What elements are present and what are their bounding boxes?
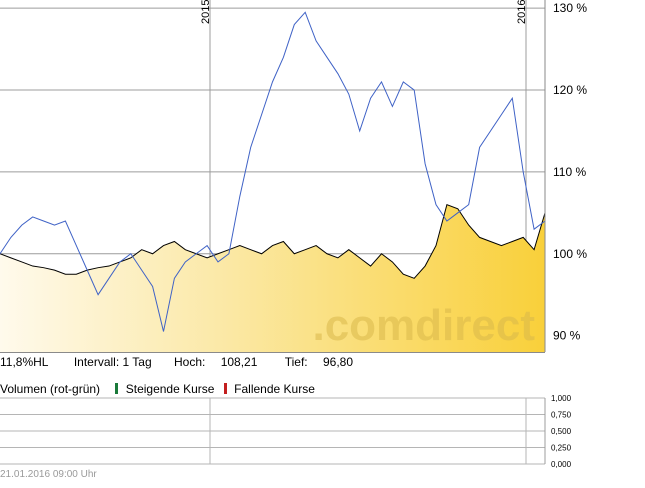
watermark-text: .comdirect bbox=[312, 301, 535, 350]
y-tick-label: 90 % bbox=[553, 329, 581, 343]
y-tick-label: 130 % bbox=[553, 1, 587, 15]
price-frame bbox=[0, 0, 546, 353]
timestamp: 21.01.2016 09:00 Uhr bbox=[0, 469, 97, 480]
legend-label-rising: Steigende Kurse bbox=[125, 381, 215, 396]
legend-swatch-falling bbox=[223, 383, 227, 395]
benchmark-line bbox=[0, 203, 546, 279]
interval-label: Intervall: 1 Tag bbox=[73, 355, 152, 369]
x-tick-label: 2015 bbox=[200, 0, 212, 24]
price-line bbox=[0, 11, 546, 332]
watermark: .comdirect bbox=[312, 301, 535, 350]
hl-value: 11,8%HL bbox=[0, 355, 49, 369]
x-axis-ticks: 2015 2016 bbox=[200, 0, 528, 24]
low-value: 96,80 bbox=[323, 355, 354, 369]
volume-grid bbox=[0, 397, 546, 465]
y-tick-label: 120 % bbox=[553, 83, 587, 97]
low-label: Tief: bbox=[284, 355, 308, 369]
volume-tick-label: 0,000 bbox=[551, 460, 572, 469]
price-lines bbox=[0, 11, 546, 332]
info-line: 11,8%HL Intervall: 1 Tag Hoch: 108,21 Ti… bbox=[0, 355, 353, 371]
legend-label-falling: Fallende Kurse bbox=[234, 381, 315, 396]
x-tick-label: 2016 bbox=[516, 0, 528, 24]
volume-legend: Volumen (rot-grün) Steigende Kurse Falle… bbox=[0, 381, 315, 397]
price-area bbox=[0, 204, 545, 352]
volume-tick-label: 0,750 bbox=[551, 411, 572, 420]
high-label: Hoch: bbox=[174, 355, 206, 369]
volume-tick-label: 0,500 bbox=[551, 427, 572, 436]
high-value: 108,21 bbox=[220, 355, 258, 369]
price-area-fill bbox=[0, 204, 545, 352]
y-tick-label: 100 % bbox=[553, 247, 587, 261]
y-axis-ticks: 130 % 120 % 110 % 100 % 90 % bbox=[553, 1, 587, 342]
legend-swatch-rising bbox=[115, 383, 119, 395]
volume-tick-label: 1,000 bbox=[551, 394, 572, 403]
volume-tick-label: 0,250 bbox=[551, 444, 572, 453]
volume-axis-ticks: 1,000 0,750 0,500 0,250 0,000 bbox=[551, 394, 572, 469]
y-tick-label: 110 % bbox=[553, 165, 586, 179]
volume-title: Volumen (rot-grün) bbox=[0, 381, 101, 396]
